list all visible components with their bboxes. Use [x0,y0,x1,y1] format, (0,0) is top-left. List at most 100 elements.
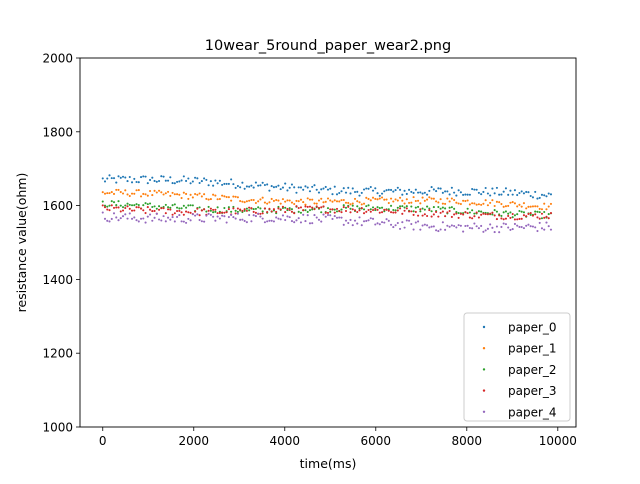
data-point [160,191,163,194]
data-point [545,195,548,198]
data-point [212,215,215,218]
data-point [329,187,332,190]
data-point [486,227,489,230]
data-point [349,211,352,214]
data-point [520,210,523,213]
data-point [466,193,469,196]
data-point [459,212,462,215]
data-point [169,176,172,179]
data-point [234,217,237,220]
legend-marker [482,368,486,371]
data-point [189,182,192,185]
data-point [369,185,372,189]
data-point [347,221,350,225]
data-point [403,209,406,212]
data-point [126,193,129,196]
data-point [288,208,291,212]
data-point [180,179,183,182]
data-point [167,216,170,219]
data-point [509,189,512,192]
data-point [468,226,471,230]
data-point [317,199,321,202]
data-point [392,190,395,193]
data-point [536,230,539,233]
data-point [268,189,271,192]
data-point [453,191,456,194]
data-point [529,212,532,215]
data-point [482,230,485,233]
data-point [421,207,424,210]
data-point [495,218,498,221]
data-point [369,210,372,213]
data-point [230,199,233,202]
data-point [534,210,537,213]
series-paper_2 [101,200,553,220]
data-point [507,212,510,215]
data-point [381,221,384,224]
data-point [453,198,456,202]
data-point [507,214,510,217]
data-point [498,201,501,204]
data-point [441,221,444,224]
data-point [297,186,300,189]
data-point [428,226,431,229]
data-point [441,206,444,209]
data-point [360,203,363,206]
data-point [200,180,203,183]
data-point [358,194,361,197]
data-point [139,207,143,210]
data-point [414,206,417,209]
data-point [333,208,336,211]
data-point [500,225,503,228]
data-point [259,198,262,201]
data-point [207,212,210,215]
data-point [207,209,210,212]
data-point [326,188,330,191]
data-point [284,206,287,209]
data-point [437,187,440,190]
data-point [437,201,440,204]
data-point [212,193,215,196]
data-point [378,197,381,200]
data-point [295,199,298,202]
data-point [164,192,167,195]
data-point [209,180,212,183]
data-point [513,222,516,225]
data-point [103,206,107,209]
data-point [408,219,411,222]
data-point [135,189,138,192]
data-point [500,203,503,206]
data-point [342,206,345,209]
data-point [169,218,172,221]
data-point [338,216,341,219]
data-point [455,211,458,214]
data-point [272,220,275,223]
data-point [320,206,323,209]
data-point [232,183,235,186]
data-point [522,214,525,217]
data-point [435,210,438,213]
data-point [549,202,553,205]
data-point [133,192,136,195]
y-tick-label: 1800 [42,125,73,139]
data-point [288,186,291,189]
data-point [365,196,368,199]
series-paper_0 [101,174,553,200]
data-point [340,211,343,214]
data-point [534,190,537,193]
data-point [121,209,125,212]
legend-item: paper_3 [482,384,557,398]
data-point [209,198,212,201]
data-point [108,220,111,223]
data-point [338,210,341,213]
data-point [396,186,399,189]
data-point [504,205,507,208]
data-point [308,198,312,201]
data-point [471,209,474,212]
data-point [362,188,366,191]
data-point [263,183,266,187]
data-point [340,216,343,219]
data-point [178,193,181,196]
data-point [486,204,489,207]
